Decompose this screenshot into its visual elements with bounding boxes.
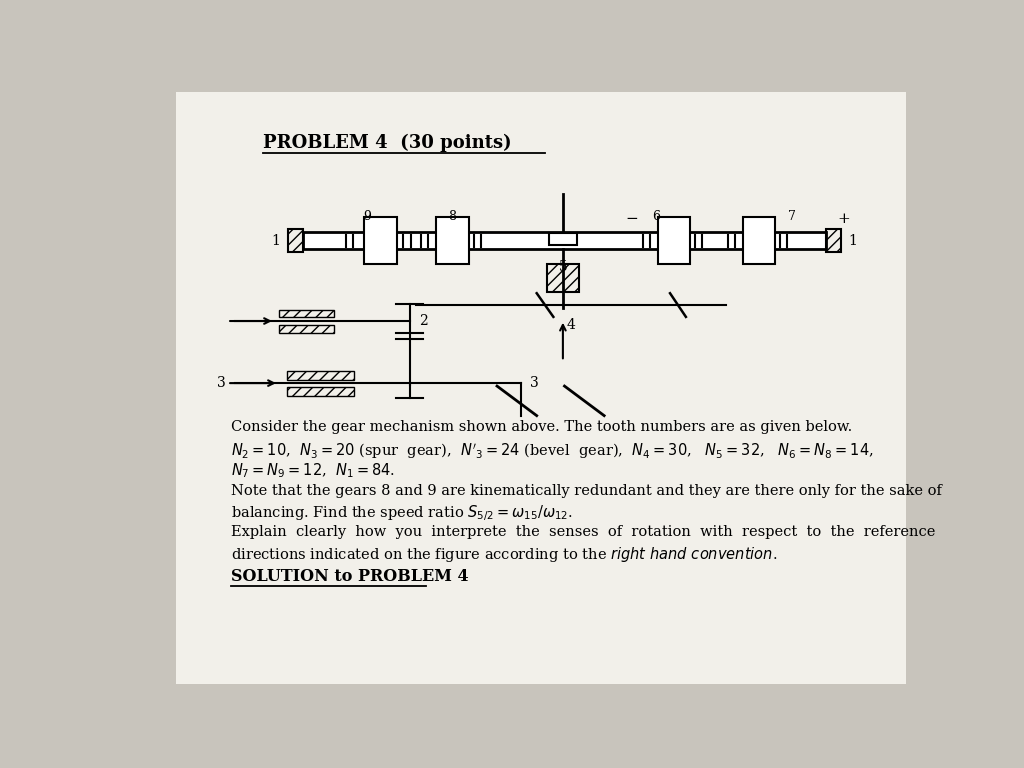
Text: 3: 3 [217, 376, 225, 390]
Bar [364, 217, 397, 264]
Bar [826, 229, 841, 253]
Text: 5: 5 [558, 260, 567, 273]
Bar [547, 263, 579, 292]
Bar [743, 217, 775, 264]
Bar [279, 310, 334, 317]
Text: PROBLEM 4  (30 points): PROBLEM 4 (30 points) [263, 134, 512, 152]
Text: 4: 4 [566, 318, 575, 332]
Bar [287, 387, 354, 396]
Text: 7: 7 [788, 210, 797, 223]
Text: 1: 1 [271, 233, 281, 247]
Text: 9: 9 [364, 210, 372, 223]
Text: +: + [838, 212, 850, 227]
Bar [549, 233, 578, 245]
Bar [658, 217, 690, 264]
Text: Consider the gear mechanism shown above. The tooth numbers are as given below.: Consider the gear mechanism shown above.… [231, 420, 852, 435]
Text: $N_7=N_9=12$,  $N_1=84$.: $N_7=N_9=12$, $N_1=84$. [231, 462, 395, 481]
Text: Note that the gears 8 and 9 are kinematically redundant and they are there only : Note that the gears 8 and 9 are kinemati… [231, 484, 942, 498]
Text: balancing. Find the speed ratio $S_{5/2}=\omega_{15}/\omega_{12}$.: balancing. Find the speed ratio $S_{5/2}… [231, 503, 573, 523]
Text: −: − [626, 212, 638, 227]
Bar [287, 371, 354, 379]
Bar [303, 232, 826, 249]
Text: 6: 6 [652, 210, 660, 223]
Text: 3: 3 [530, 376, 539, 390]
Text: SOLUTION to PROBLEM 4: SOLUTION to PROBLEM 4 [231, 568, 469, 585]
Text: 2: 2 [419, 314, 428, 328]
Text: Explain  clearly  how  you  interprete  the  senses  of  rotation  with  respect: Explain clearly how you interprete the s… [231, 525, 936, 539]
Bar [289, 229, 303, 253]
Bar [279, 325, 334, 333]
Text: $N_2=10$,  $N_3=20$ (spur  gear),  $N'_3=24$ (bevel  gear),  $N_4=30$,   $N_5=32: $N_2=10$, $N_3=20$ (spur gear), $N'_3=24… [231, 441, 873, 461]
Text: 1: 1 [849, 233, 857, 247]
Bar [436, 217, 469, 264]
Text: directions indicated on the figure according to the $\it{right\ hand\ convention: directions indicated on the figure accor… [231, 545, 777, 564]
Text: 8: 8 [449, 210, 457, 223]
